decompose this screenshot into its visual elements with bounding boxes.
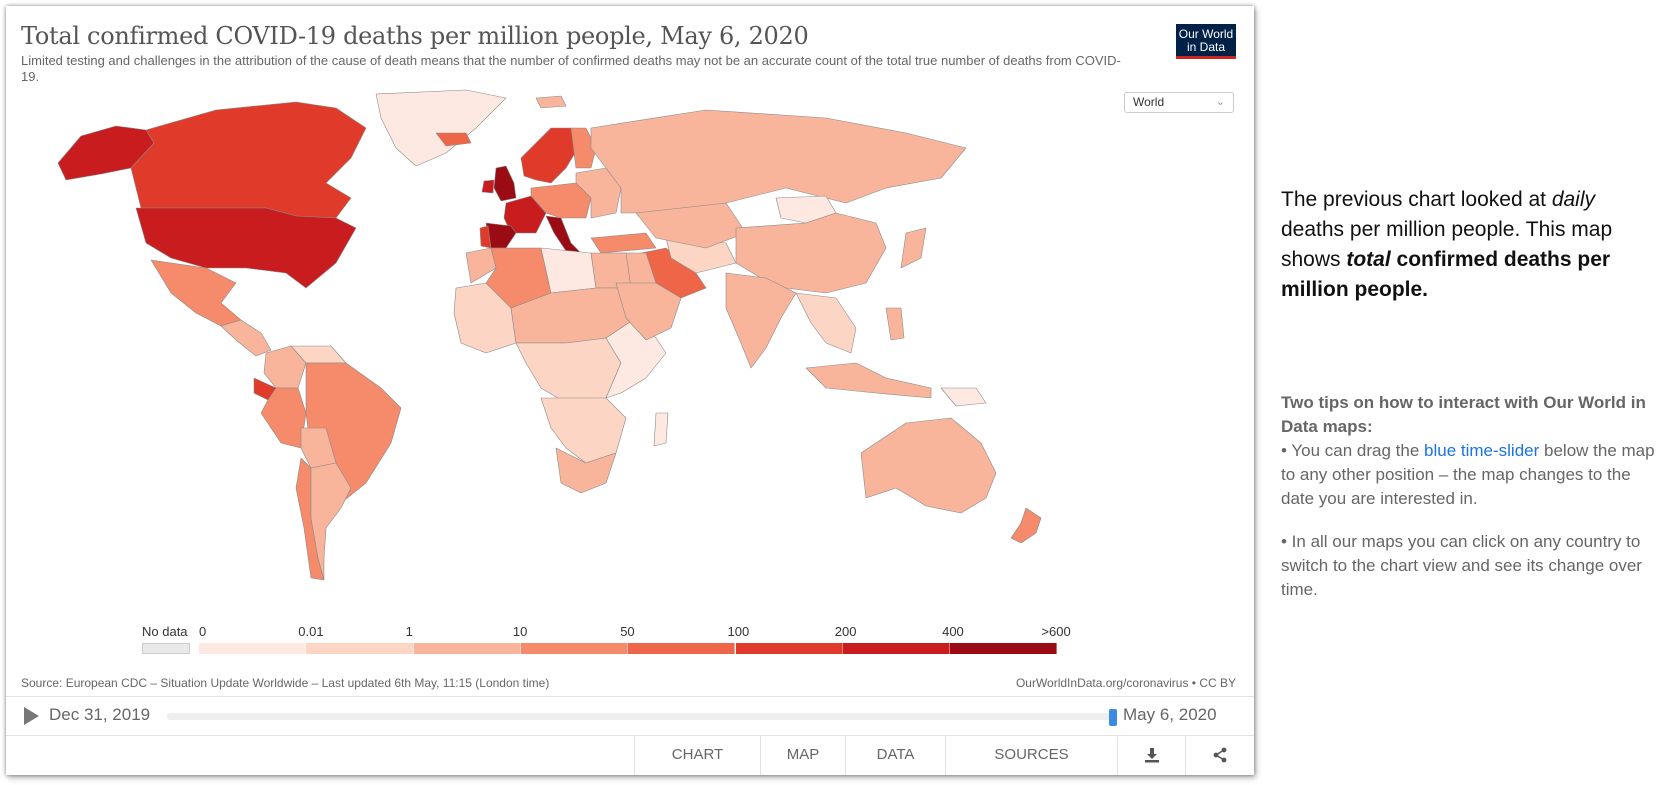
chart-subtitle: Limited testing and challenges in the at… bbox=[21, 53, 1121, 84]
tips-section: Two tips on how to interact with Our Wor… bbox=[1281, 391, 1656, 602]
tip2-text: • In all our maps you can click on any c… bbox=[1281, 532, 1642, 599]
map-country[interactable] bbox=[1010, 507, 1042, 544]
map-country[interactable] bbox=[135, 207, 357, 289]
download-button[interactable] bbox=[1117, 736, 1185, 775]
legend-bin-label: 200 bbox=[834, 624, 857, 639]
tip1-text-end: below the map to any other position – th… bbox=[1281, 441, 1655, 508]
intro-part2: deaths per million people. This map show… bbox=[1281, 218, 1613, 271]
owid-logo[interactable]: Our World in Data bbox=[1176, 24, 1236, 59]
legend-bin-label: 400 bbox=[942, 624, 964, 639]
credit-link[interactable]: OurWorldInData.org/coronavirus • CC BY bbox=[1015, 676, 1236, 690]
legend-bin-swatch[interactable] bbox=[628, 643, 736, 654]
map-country[interactable] bbox=[725, 272, 797, 369]
legend-bin-label: 10 bbox=[512, 624, 528, 639]
map-country[interactable] bbox=[150, 259, 242, 327]
map-country[interactable] bbox=[805, 362, 932, 399]
share-button[interactable] bbox=[1185, 736, 1254, 775]
map-country[interactable] bbox=[481, 179, 495, 194]
tab-chart[interactable]: CHART bbox=[634, 736, 760, 775]
play-icon[interactable] bbox=[24, 707, 39, 725]
legend-bin-label: 0 bbox=[199, 624, 207, 639]
map-country[interactable] bbox=[310, 462, 352, 581]
map-country[interactable] bbox=[795, 292, 857, 354]
timeline-start-date: Dec 31, 2019 bbox=[49, 705, 151, 724]
map-country[interactable] bbox=[545, 215, 582, 254]
map-country[interactable] bbox=[465, 247, 497, 284]
map-country[interactable] bbox=[590, 232, 657, 254]
map-country[interactable] bbox=[615, 282, 682, 341]
tip1-text-start: • You can drag the bbox=[1281, 441, 1425, 460]
intro-part1: The previous chart looked at bbox=[1281, 188, 1552, 211]
intro-text: The previous chart looked at daily death… bbox=[1281, 185, 1656, 305]
map-country[interactable] bbox=[540, 247, 597, 294]
map-country[interactable] bbox=[570, 127, 597, 169]
map-country[interactable] bbox=[220, 319, 272, 357]
legend-bin-swatch[interactable] bbox=[413, 643, 521, 654]
map-country[interactable] bbox=[590, 109, 967, 214]
map-country[interactable] bbox=[555, 447, 617, 494]
share-icon bbox=[1213, 747, 1227, 763]
page-title: Total confirmed COVID-19 deaths per mill… bbox=[21, 22, 809, 50]
legend-no-data-label: No data bbox=[142, 624, 188, 639]
chevron-down-icon: ⌄ bbox=[1215, 96, 1225, 108]
legend-bin-swatch[interactable] bbox=[950, 643, 1058, 654]
legend-bin-swatch[interactable] bbox=[520, 643, 629, 654]
chart-frame: Total confirmed COVID-19 deaths per mill… bbox=[6, 6, 1254, 775]
legend-bin-label: 50 bbox=[620, 624, 635, 639]
map-country[interactable] bbox=[130, 101, 367, 219]
map-country[interactable] bbox=[535, 95, 567, 109]
map-country[interactable] bbox=[885, 307, 905, 341]
time-slider-fill bbox=[167, 713, 1113, 720]
intro-strong-emphasis: total bbox=[1346, 248, 1391, 271]
map-country[interactable] bbox=[453, 282, 517, 354]
explanation-panel: The previous chart looked at daily death… bbox=[1281, 185, 1656, 621]
map-country[interactable] bbox=[493, 165, 517, 202]
region-select[interactable]: World ⌄ bbox=[1124, 92, 1234, 113]
map-country[interactable] bbox=[515, 337, 622, 404]
tab-data[interactable]: DATA bbox=[845, 736, 945, 775]
tips-heading: Two tips on how to interact with Our Wor… bbox=[1281, 393, 1646, 436]
tab-bar: CHART MAP DATA SOURCES bbox=[6, 735, 1254, 775]
download-icon bbox=[1144, 748, 1159, 763]
legend-last-label: >600 bbox=[1041, 624, 1071, 639]
legend-no-data-swatch bbox=[142, 643, 190, 654]
map-country[interactable] bbox=[735, 212, 887, 294]
map-country[interactable] bbox=[520, 127, 582, 184]
legend-bin-label: 1 bbox=[405, 624, 413, 639]
timeline-end-date: May 6, 2020 bbox=[1123, 705, 1217, 724]
map-country[interactable] bbox=[940, 387, 987, 407]
map-country[interactable] bbox=[435, 132, 472, 147]
world-map[interactable] bbox=[6, 88, 1254, 593]
map-country[interactable] bbox=[375, 89, 507, 167]
tab-sources[interactable]: SOURCES bbox=[945, 736, 1117, 775]
legend-bin-label: 100 bbox=[727, 624, 750, 639]
map-country[interactable] bbox=[653, 412, 669, 447]
legend-bin-label: 0.01 bbox=[298, 624, 324, 639]
intro-strong: confirmed deaths per million people. bbox=[1281, 248, 1611, 301]
intro-emphasis: daily bbox=[1551, 188, 1596, 211]
logo-line1: Our World bbox=[1178, 27, 1234, 41]
timeline: Dec 31, 2019 May 6, 2020 bbox=[6, 696, 1254, 734]
time-slider-track[interactable] bbox=[167, 709, 1117, 726]
legend-bin-swatch[interactable] bbox=[735, 643, 843, 654]
map-country[interactable] bbox=[635, 202, 747, 249]
map-country[interactable] bbox=[860, 417, 997, 514]
time-slider-handle[interactable] bbox=[1109, 709, 1117, 726]
map-country[interactable] bbox=[540, 397, 627, 464]
legend-bin-swatch[interactable] bbox=[199, 643, 307, 654]
time-slider-link[interactable]: blue time-slider bbox=[1424, 441, 1540, 460]
tab-map[interactable]: MAP bbox=[760, 736, 845, 775]
legend-bin-swatch[interactable] bbox=[306, 643, 414, 654]
logo-line2: in Data bbox=[1186, 40, 1226, 54]
map-country[interactable] bbox=[900, 227, 927, 269]
region-select-value: World bbox=[1133, 95, 1165, 109]
legend-bin-swatch[interactable] bbox=[842, 643, 951, 654]
source-note: Source: European CDC – Situation Update … bbox=[21, 676, 550, 690]
